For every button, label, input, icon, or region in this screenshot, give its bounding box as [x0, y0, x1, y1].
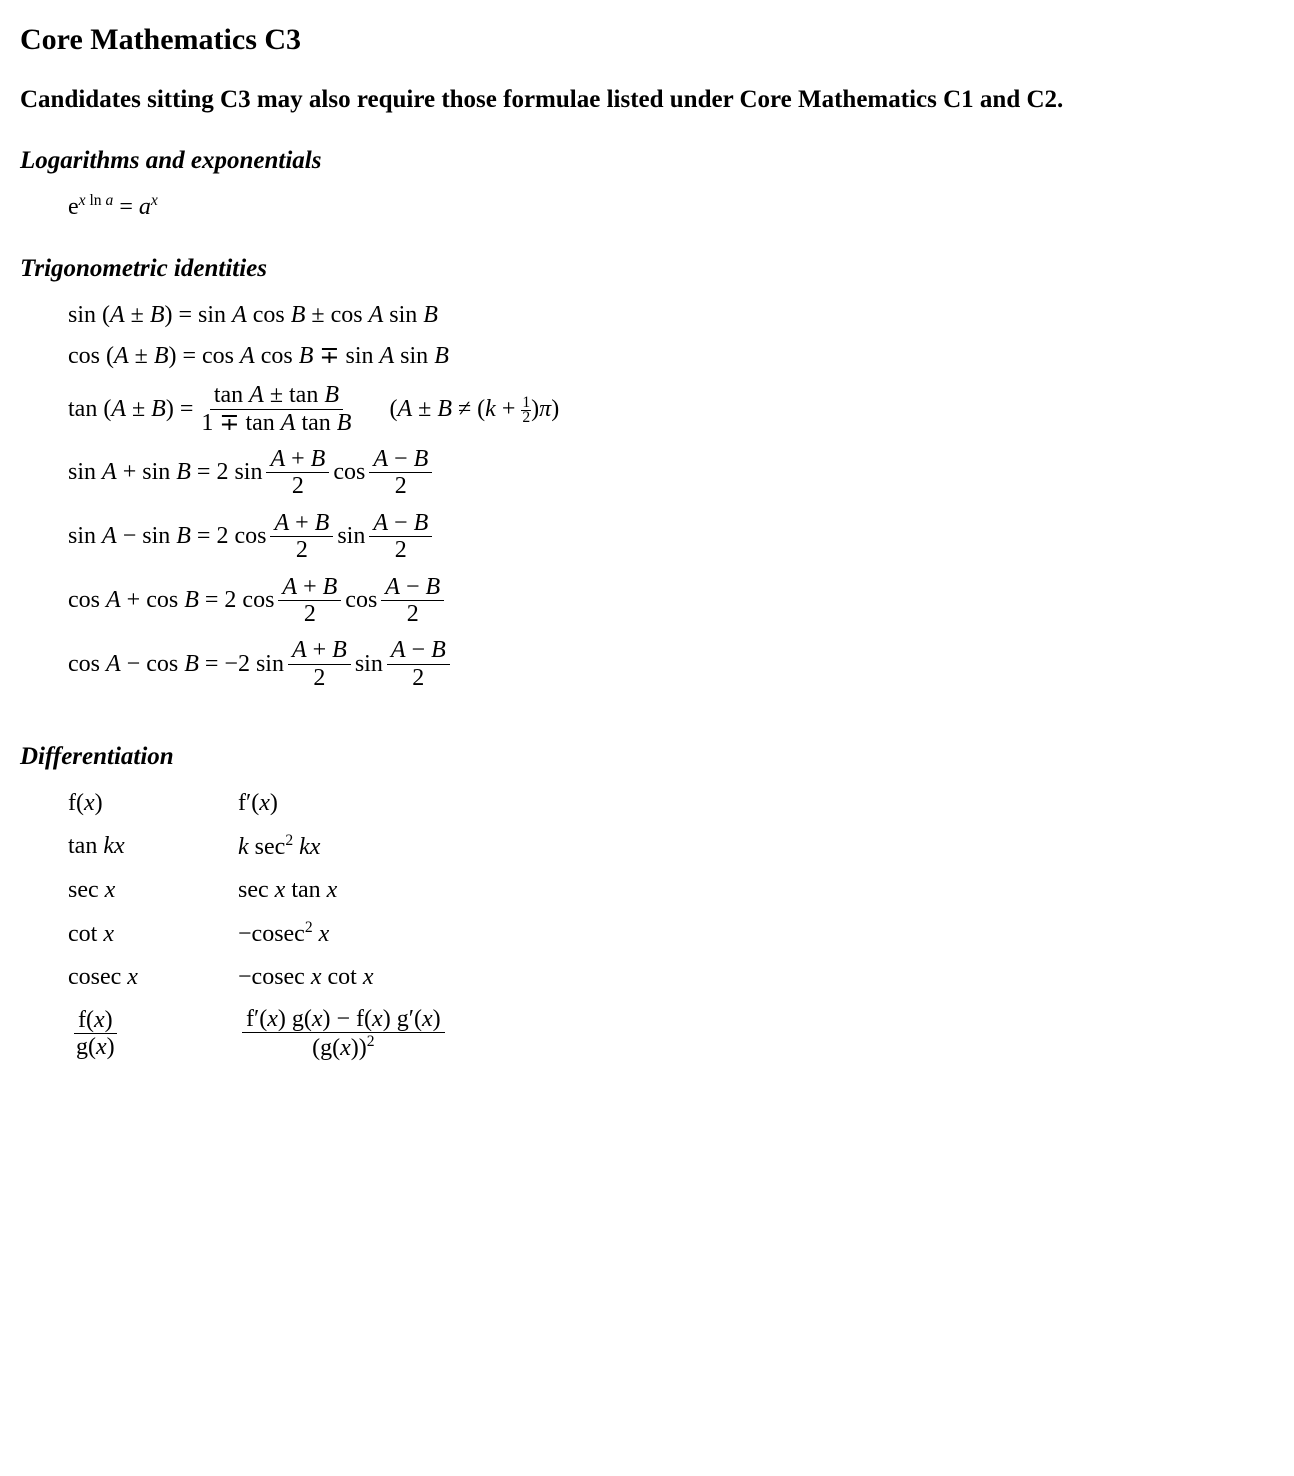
fpx: −cosec2 x	[238, 918, 1274, 950]
diff-header-row: f(x) f′(x)	[68, 788, 1274, 819]
formula-sin-add: sin (A ± B) = sin A cos B ± cos A sin B	[68, 300, 1274, 331]
page-title: Core Mathematics C3	[20, 20, 1274, 59]
lhs: cos (A ± B) = cos A cos B ∓ sin A sin B	[68, 341, 449, 372]
fx: f(x) g(x)	[68, 1007, 238, 1061]
diff-row-cot: cot x −cosec2 x	[68, 918, 1274, 950]
diff-header-fx: f(x)	[68, 788, 238, 819]
section-title-diff: Differentiation	[20, 741, 1274, 774]
lhs: sin A − sin B = 2 cos	[68, 521, 266, 552]
mid: sin	[355, 649, 383, 680]
diff-row-sec: sec x sec x tan x	[68, 875, 1274, 906]
frac1: A + B 2	[288, 637, 351, 691]
lhs: sin A + sin B = 2 sin	[68, 457, 262, 488]
fx: cosec x	[68, 962, 238, 993]
section-title-logs: Logarithms and exponentials	[20, 145, 1274, 178]
frac1: A + B 2	[270, 510, 333, 564]
formula-sin-plus-sin: sin A + sin B = 2 sin A + B 2 cos A − B …	[68, 446, 1274, 500]
condition: (A ± B ≠ (k + 12)π)	[389, 394, 559, 425]
fpx: sec x tan x	[238, 875, 1274, 906]
diff-header-fpx: f′(x)	[238, 788, 1274, 819]
formula-cos-add: cos (A ± B) = cos A cos B ∓ sin A sin B	[68, 341, 1274, 372]
fraction: tan A ± tan B 1 ∓ tan A tan B	[197, 382, 355, 436]
mid: cos	[333, 457, 365, 488]
fpx: f′(x) g(x) − f(x) g′(x) (g(x))2	[238, 1006, 1274, 1062]
mid: sin	[337, 521, 365, 552]
fx: cot x	[68, 919, 238, 950]
fpx: k sec2 kx	[238, 831, 1274, 863]
diff-row-quotient: f(x) g(x) f′(x) g(x) − f(x) g′(x) (g(x))…	[68, 1006, 1274, 1062]
frac2: A − B 2	[387, 637, 450, 691]
formula-cos-plus-cos: cos A + cos B = 2 cos A + B 2 cos A − B …	[68, 574, 1274, 628]
formula-rhs: ax	[139, 191, 158, 223]
fpx: −cosec x cot x	[238, 962, 1274, 993]
lhs: cos A + cos B = 2 cos	[68, 585, 274, 616]
diff-row-cosec: cosec x −cosec x cot x	[68, 962, 1274, 993]
frac2: A − B 2	[369, 446, 432, 500]
formula-cos-minus-cos: cos A − cos B = −2 sin A + B 2 sin A − B…	[68, 637, 1274, 691]
frac2: A − B 2	[369, 510, 432, 564]
lhs: sin (A ± B) = sin A cos B ± cos A sin B	[68, 300, 438, 331]
frac2: A − B 2	[381, 574, 444, 628]
formula-exp-log: ex ln a = ax	[68, 191, 1274, 223]
trig-formulae: sin (A ± B) = sin A cos B ± cos A sin B …	[68, 300, 1274, 691]
lhs: cos A − cos B = −2 sin	[68, 649, 284, 680]
diff-row-tan: tan kx k sec2 kx	[68, 831, 1274, 863]
mid: cos	[345, 585, 377, 616]
frac1: A + B 2	[266, 446, 329, 500]
diff-table: f(x) f′(x) tan kx k sec2 kx sec x sec x …	[68, 788, 1274, 1062]
formula-sin-minus-sin: sin A − sin B = 2 cos A + B 2 sin A − B …	[68, 510, 1274, 564]
lhs: tan (A ± B) =	[68, 394, 193, 425]
fx: tan kx	[68, 831, 238, 862]
frac1: A + B 2	[278, 574, 341, 628]
equals: =	[113, 192, 139, 223]
intro-text: Candidates sitting C3 may also require t…	[20, 83, 1274, 117]
formula-lhs: ex ln a	[68, 191, 113, 223]
section-title-trig: Trigonometric identities	[20, 253, 1274, 286]
fx: sec x	[68, 875, 238, 906]
formula-tan-add: tan (A ± B) = tan A ± tan B 1 ∓ tan A ta…	[68, 382, 1274, 436]
logs-formulae: ex ln a = ax	[68, 191, 1274, 223]
